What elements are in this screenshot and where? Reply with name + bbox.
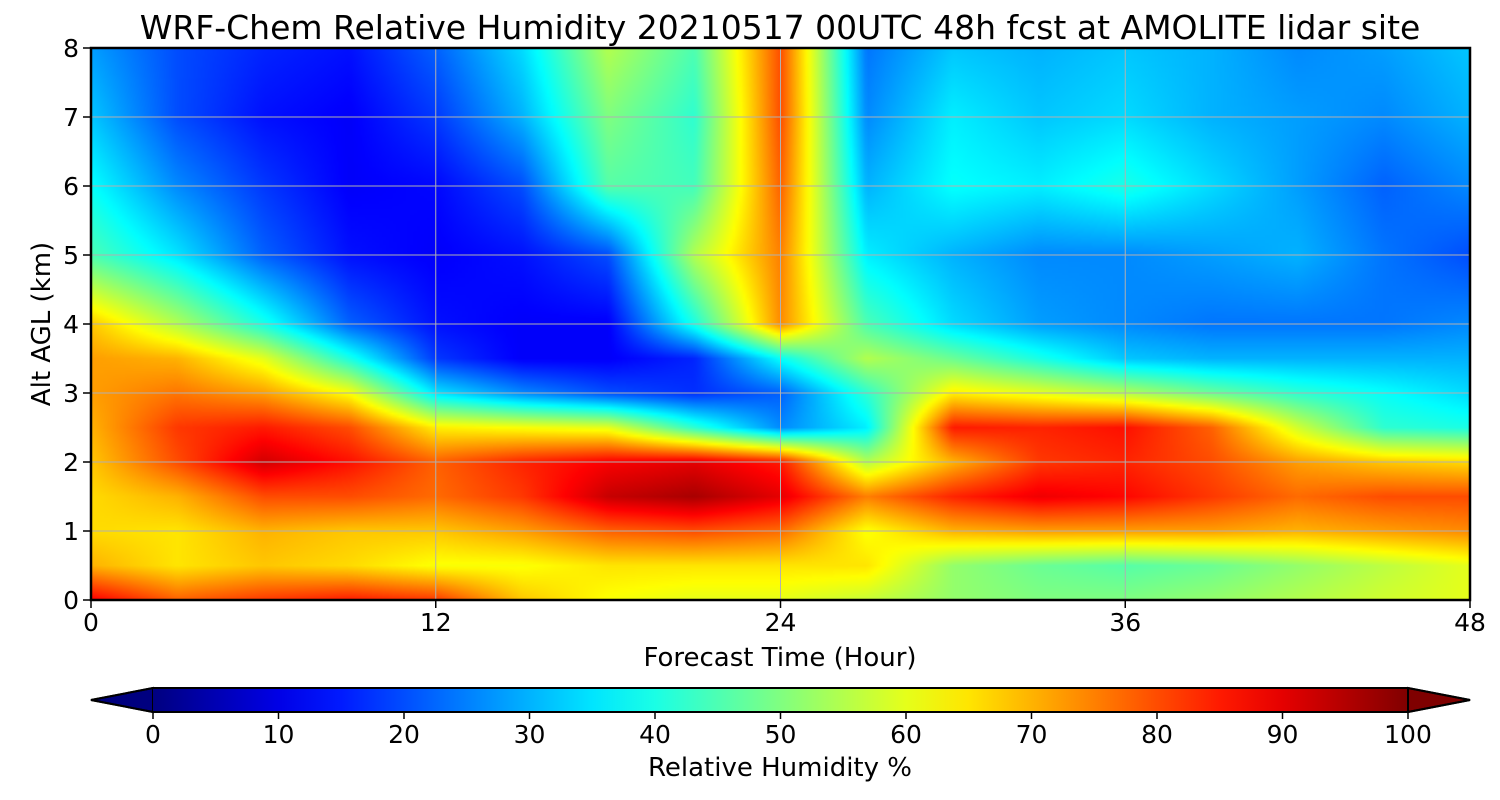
colorbar-tick-label: 100 bbox=[1384, 720, 1432, 749]
colorbar-tick-label: 30 bbox=[514, 720, 546, 749]
colorbar-label: Relative Humidity % bbox=[648, 753, 912, 783]
chart-title: WRF-Chem Relative Humidity 20210517 00UT… bbox=[140, 8, 1421, 47]
x-tick-label: 12 bbox=[420, 608, 452, 637]
y-tick-label: 4 bbox=[63, 310, 79, 339]
y-tick-label: 0 bbox=[63, 586, 79, 615]
colorbar-extend-low bbox=[90, 686, 154, 714]
y-tick-label: 7 bbox=[63, 103, 79, 132]
colorbar-extend-high bbox=[1407, 686, 1471, 714]
y-tick-label: 3 bbox=[63, 379, 79, 408]
colorbar-tick-label: 40 bbox=[639, 720, 671, 749]
colorbar-tick-label: 10 bbox=[263, 720, 295, 749]
colorbar-tick-label: 90 bbox=[1267, 720, 1299, 749]
y-tick-label: 6 bbox=[63, 172, 79, 201]
x-axis-label: Forecast Time (Hour) bbox=[643, 643, 916, 673]
colorbar-tick-label: 20 bbox=[388, 720, 420, 749]
y-tick-label: 8 bbox=[63, 34, 79, 63]
y-tick-label: 1 bbox=[63, 517, 79, 546]
x-tick-label: 0 bbox=[83, 608, 99, 637]
colorbar-tick-label: 60 bbox=[890, 720, 922, 749]
y-tick-label: 2 bbox=[63, 448, 79, 477]
colorbar-tick-label: 0 bbox=[145, 720, 161, 749]
colorbar: 0 10 20 30 40 50 60 70 80 90 100 Relative Humidity… bbox=[90, 686, 1471, 783]
x-tick-label: 48 bbox=[1454, 608, 1486, 637]
colorbar-tick-label: 80 bbox=[1141, 720, 1173, 749]
x-axis-ticks: 0 12 24 36 48 bbox=[83, 600, 1486, 637]
y-axis-label: Alt AGL (km) bbox=[27, 242, 57, 406]
colorbar-gradient bbox=[153, 688, 1408, 712]
y-tick-label: 5 bbox=[63, 241, 79, 270]
x-tick-label: 36 bbox=[1109, 608, 1141, 637]
x-tick-label: 24 bbox=[765, 608, 797, 637]
colorbar-tick-label: 70 bbox=[1016, 720, 1048, 749]
colorbar-tick-label: 50 bbox=[765, 720, 797, 749]
colorbar-ticks: 0 10 20 30 40 50 60 70 80 90 100 bbox=[145, 712, 1432, 749]
y-axis-ticks: 0 1 2 3 4 5 6 7 8 bbox=[63, 34, 91, 615]
